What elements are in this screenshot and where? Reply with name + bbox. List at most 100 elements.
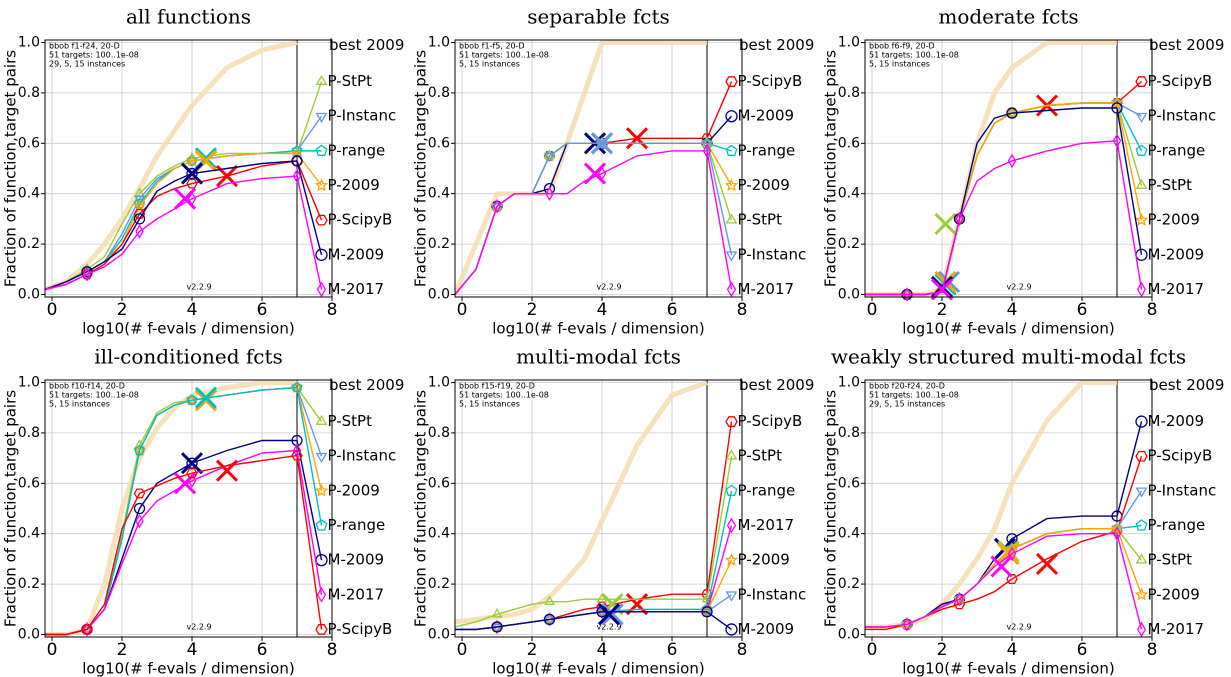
legend-marker bbox=[1135, 450, 1148, 462]
plot-area bbox=[865, 40, 1152, 297]
data-point bbox=[185, 154, 199, 167]
legend-marker bbox=[726, 517, 737, 534]
legend-label: P-Instanc bbox=[738, 585, 807, 603]
legend-connector bbox=[1116, 490, 1143, 530]
legend-marker bbox=[1134, 587, 1149, 601]
legend-marker bbox=[315, 74, 328, 85]
plot-area bbox=[455, 380, 742, 637]
x-tick-label: 0 bbox=[47, 640, 58, 660]
median-cross bbox=[625, 127, 649, 150]
x-tick-label: 0 bbox=[867, 300, 878, 320]
median-cross bbox=[934, 212, 957, 235]
data-point bbox=[1112, 526, 1122, 541]
data-point bbox=[81, 624, 93, 635]
x-tick-label: 8 bbox=[1147, 300, 1158, 320]
data-point bbox=[186, 178, 198, 189]
x-tick-label: 2 bbox=[117, 300, 128, 320]
legend-connector bbox=[706, 421, 733, 595]
median-cross bbox=[215, 459, 239, 482]
y-tick-label: 0.0 bbox=[18, 626, 40, 642]
legend-label: P-ScipyB bbox=[738, 412, 803, 430]
y-axis-label: Fraction of function,target pairs bbox=[822, 50, 840, 287]
legend-label: P-Instanc bbox=[1148, 107, 1217, 125]
annotation: bbob f1-f5, 20-D bbox=[459, 42, 525, 51]
data-point bbox=[544, 616, 555, 626]
y-tick-label: 0.8 bbox=[18, 425, 40, 441]
legend-label: M-2009 bbox=[328, 551, 385, 569]
annotation: 51 targets: 100..1e-08 bbox=[459, 391, 549, 400]
data-point bbox=[1110, 522, 1124, 535]
version: v2.2.9 bbox=[1006, 622, 1031, 631]
legend-marker bbox=[315, 144, 328, 156]
legend-connector bbox=[296, 81, 323, 154]
legend-label: P-2009 bbox=[1148, 211, 1200, 229]
data-point bbox=[291, 381, 303, 393]
median-cross bbox=[173, 187, 197, 210]
data-point bbox=[133, 502, 146, 515]
data-point bbox=[291, 155, 303, 167]
legend-label: best 2009 bbox=[329, 376, 404, 394]
legend-marker bbox=[725, 591, 738, 602]
panel-title: separable fcts bbox=[527, 5, 670, 29]
x-tick-label: 6 bbox=[1077, 300, 1088, 320]
version: v2.2.9 bbox=[596, 282, 621, 291]
median-cross bbox=[930, 278, 954, 301]
y-tick-label: 0.4 bbox=[18, 526, 40, 542]
y-tick-label: 0.2 bbox=[428, 576, 450, 592]
legend-connector bbox=[706, 81, 733, 139]
x-tick-label: 4 bbox=[597, 300, 608, 320]
x-tick-label: 2 bbox=[937, 300, 948, 320]
data-point bbox=[1007, 153, 1017, 169]
legend-connector bbox=[706, 525, 733, 612]
y-tick-label: 0.4 bbox=[838, 526, 860, 542]
y-tick-label: 1.0 bbox=[428, 375, 450, 391]
legend-marker bbox=[724, 178, 739, 192]
median-cross bbox=[625, 593, 649, 616]
panel-title: all functions bbox=[126, 5, 251, 29]
median-cross bbox=[583, 162, 607, 185]
legend-label: P-Instanc bbox=[328, 447, 397, 465]
legend-connector bbox=[296, 450, 323, 595]
data-point bbox=[82, 622, 92, 637]
data-point bbox=[544, 152, 555, 163]
legend-label: M-2017 bbox=[328, 280, 385, 298]
panel-title: weakly structured multi-modal fcts bbox=[831, 345, 1186, 369]
legend-connector bbox=[706, 490, 733, 610]
data-point bbox=[702, 143, 712, 159]
x-tick-label: 6 bbox=[667, 300, 678, 320]
reference-line bbox=[45, 40, 298, 292]
legend-label: M-2017 bbox=[1148, 280, 1205, 298]
annotation: bbob f15-f19, 20-D bbox=[459, 382, 535, 391]
x-tick-label: 0 bbox=[457, 300, 468, 320]
series-line bbox=[455, 611, 707, 631]
legend-label: P-ScipyB bbox=[1148, 447, 1213, 465]
data-point bbox=[1006, 574, 1018, 585]
median-cross bbox=[180, 452, 204, 475]
y-axis-label: Fraction of function,target pairs bbox=[412, 390, 430, 627]
data-point bbox=[291, 450, 303, 461]
y-tick-label: 0.0 bbox=[428, 286, 450, 302]
version: v2.2.9 bbox=[596, 622, 621, 631]
x-tick-label: 4 bbox=[597, 640, 608, 660]
legend-label: M-2017 bbox=[1148, 620, 1205, 638]
data-point bbox=[1006, 107, 1018, 119]
y-tick-label: 0.8 bbox=[838, 425, 860, 441]
legend-marker bbox=[725, 110, 738, 123]
legend-marker bbox=[1135, 76, 1148, 87]
panel: weakly structured multi-modal fcts log10(… bbox=[822, 345, 1225, 677]
data-point bbox=[1005, 106, 1019, 119]
annotation: bbob f10-f14, 20-D bbox=[49, 382, 125, 391]
data-point bbox=[491, 623, 503, 634]
legend-connector bbox=[706, 456, 733, 600]
x-tick-label: 8 bbox=[737, 300, 748, 320]
data-point bbox=[186, 468, 198, 479]
legend-label: P-2009 bbox=[328, 481, 380, 499]
x-tick-label: 4 bbox=[187, 300, 198, 320]
x-tick-label: 6 bbox=[257, 640, 268, 660]
legend-label: P-StPt bbox=[738, 211, 783, 229]
y-tick-label: 1.0 bbox=[428, 35, 450, 51]
legend-label: best 2009 bbox=[739, 36, 814, 54]
plot-frame bbox=[454, 379, 743, 638]
median-cross bbox=[173, 472, 197, 495]
